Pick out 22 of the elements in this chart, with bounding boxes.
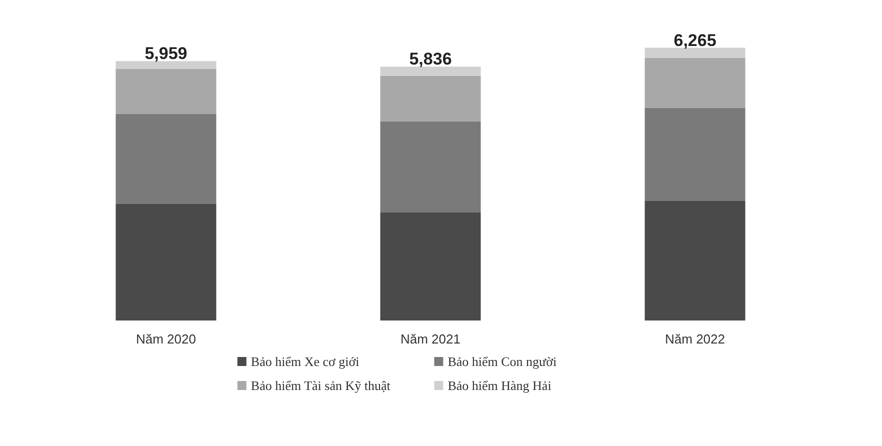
bar — [380, 66, 481, 76]
bar — [116, 114, 216, 204]
annotation: 5,959 — [144, 44, 188, 64]
legend-label: Bảo hiểm Xe cơ giới — [250, 354, 360, 369]
bar — [380, 212, 481, 320]
bar — [116, 204, 216, 320]
x-tick-label: Năm 2022 — [665, 332, 726, 346]
legend-label: Bảo hiểm Con người — [448, 354, 557, 369]
x-tick-label: Năm 2021 — [400, 332, 460, 346]
bar — [116, 68, 216, 114]
bar — [644, 108, 746, 202]
annotation: 5,836 — [409, 50, 452, 69]
bar — [116, 61, 216, 69]
x-tick-label: Năm 2020 — [136, 332, 196, 346]
annotation: 6,265 — [674, 30, 716, 50]
bar — [644, 58, 746, 108]
legend-label: Bảo hiểm Tài sản Kỹ thuật — [250, 378, 391, 393]
bar — [380, 76, 481, 122]
bar — [644, 201, 746, 320]
bar — [644, 48, 746, 58]
legend-label: Bảo hiểm Hàng Hải — [448, 378, 552, 393]
bar — [380, 121, 481, 212]
